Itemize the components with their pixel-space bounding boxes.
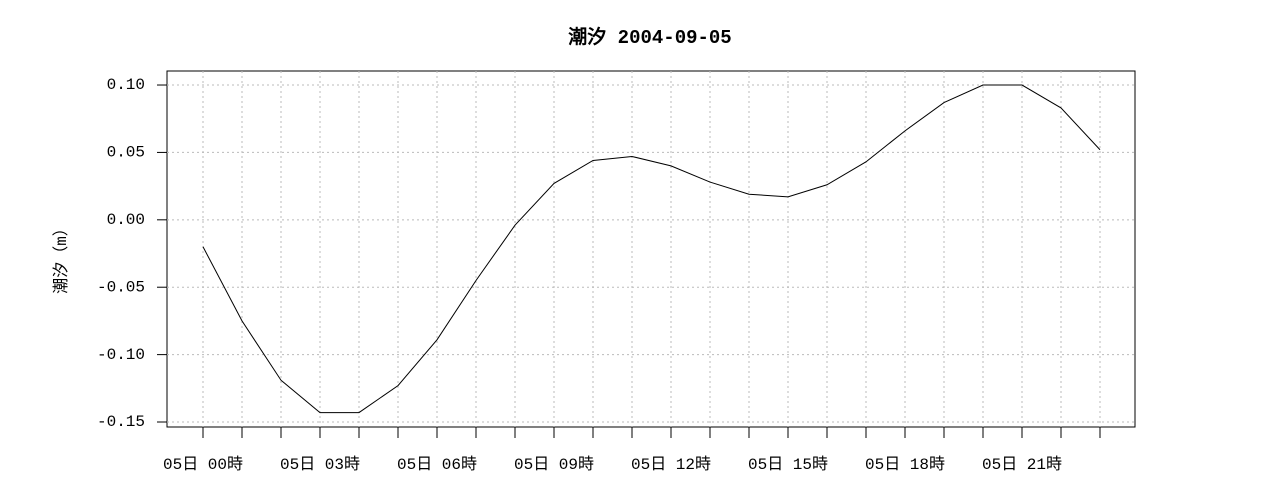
plot-frame — [166, 70, 1136, 428]
y-tick-label: -0.15 — [97, 413, 145, 431]
x-tick-label: 05日 12時 — [631, 455, 711, 474]
x-tick-label: 05日 00時 — [163, 455, 243, 474]
y-tick-label: -0.10 — [97, 346, 145, 364]
data-line — [202, 84, 1101, 414]
y-tick-label: 0.10 — [107, 76, 145, 94]
y-tick-label: 0.05 — [107, 144, 145, 162]
x-tick-label: 05日 03時 — [280, 455, 360, 474]
x-tick-label: 05日 09時 — [514, 455, 594, 474]
x-tick-label: 05日 15時 — [748, 455, 828, 474]
chart-title: 潮汐 2004-09-05 — [568, 25, 731, 49]
x-tick-label: 05日 18時 — [865, 455, 945, 474]
x-tick-label: 05日 21時 — [982, 455, 1062, 474]
y-tick-label: 0.00 — [107, 211, 145, 229]
x-tick-label: 05日 06時 — [397, 455, 477, 474]
y-tick-label: -0.05 — [97, 278, 145, 296]
y-axis-label: 潮汐（m） — [52, 220, 71, 294]
